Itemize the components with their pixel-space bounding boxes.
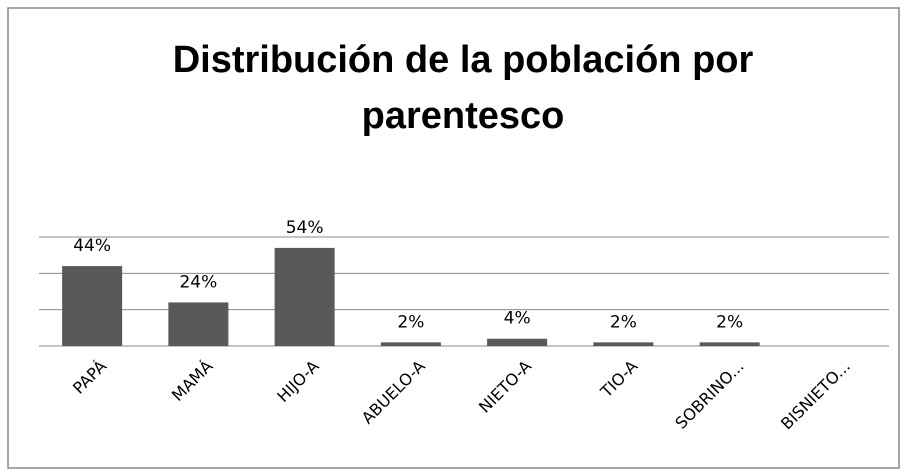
chart-border [7, 7, 900, 469]
bar [699, 342, 760, 346]
chart-title: parentesco [362, 95, 565, 137]
bar [487, 338, 548, 346]
data-label: 2% [397, 312, 424, 332]
data-label: 4% [504, 309, 531, 329]
bar [274, 247, 335, 346]
bar [62, 266, 123, 346]
data-label: 2% [610, 312, 637, 332]
data-label: 2% [716, 312, 743, 332]
data-label: 24% [179, 272, 217, 292]
data-label: 44% [73, 236, 111, 256]
bar [593, 342, 654, 346]
bar [168, 302, 229, 346]
chart-title: Distribución de la población por [173, 39, 754, 81]
bar [380, 342, 441, 346]
data-label: 54% [286, 218, 324, 238]
